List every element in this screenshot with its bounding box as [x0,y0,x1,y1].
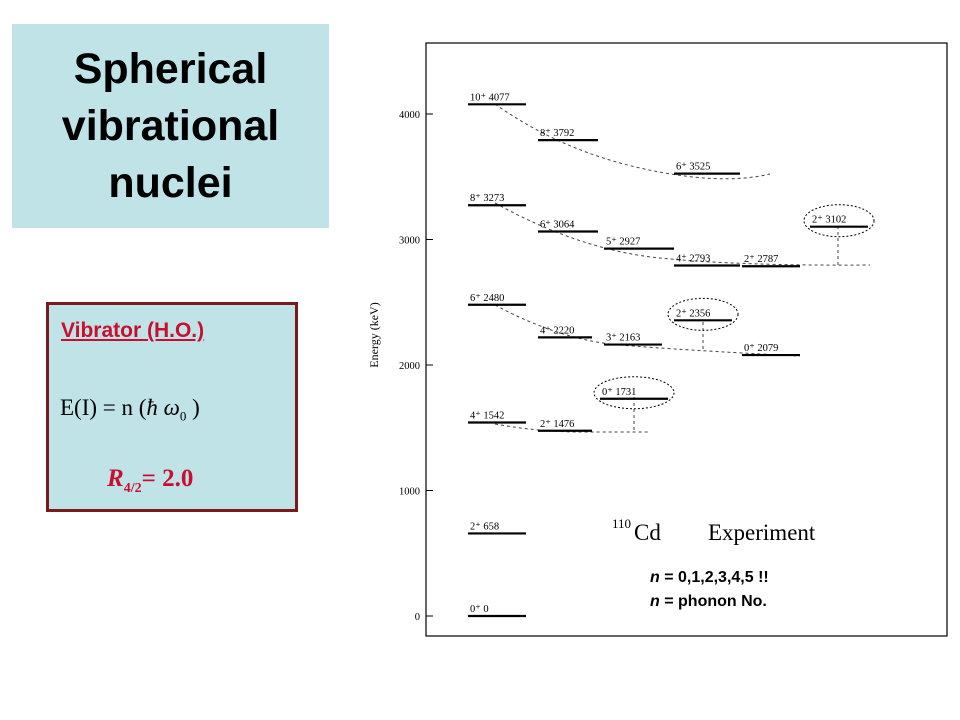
level-label: 8⁺ 3792 [540,128,574,139]
level-label: 0⁺ 2079 [744,343,778,354]
band-curve-10 [494,103,771,180]
band-curve-4 [494,423,650,433]
note-1-var: n [650,569,660,586]
title-line-3: nuclei [108,158,233,207]
formula-lhs: E(I) = n ( [60,395,147,420]
note-2-var: n [650,593,660,610]
y-tick-label: 1000 [399,487,420,498]
y-axis-title: Energy (keV) [367,302,381,367]
level-label: 2⁺ 2787 [744,254,778,265]
element-symbol: Cd [634,520,661,545]
title-box: Spherical vibrational nuclei [12,24,329,228]
level-label: 2⁺ 658 [470,521,499,532]
vibrator-box: Vibrator (H.O.) E(I) = n (ħ ω0 ) R4/2= 2… [46,302,298,512]
omega-subscript: 0 [179,408,187,424]
note-2-text: = phonon No. [659,593,767,610]
level-label: 4⁺ 1542 [470,410,504,421]
title-line-2: vibrational [61,101,280,150]
level-label: 8⁺ 3273 [470,193,504,204]
level-label: 10⁺ 4077 [470,92,510,103]
title-line-1: Spherical [73,44,268,93]
note-1-text: = 0,1,2,3,4,5 !! [659,569,769,586]
energy-formula: E(I) = n (ħ ω0 ) [60,395,200,425]
formula-close: ) [192,395,200,420]
level-label: 2⁺ 3102 [812,215,846,226]
ratio-r42: R4/2= 2.0 [107,465,193,497]
mass-number: 110 [612,516,631,531]
y-axis: 0 1000 2000 3000 4000 [399,110,433,623]
omega-symbol: ω [163,395,180,420]
band-curves [494,103,871,433]
y-tick-label: 3000 [399,236,420,247]
level-label: 0⁺ 1731 [602,387,636,398]
level-label: 6⁺ 3525 [676,162,710,173]
hbar-symbol: ħ [146,395,158,420]
level-label: 6⁺ 2480 [470,293,504,304]
band-curve-8 [494,202,871,266]
level-label: 4⁺ 2220 [540,325,574,336]
y-tick-label: 4000 [399,110,420,121]
vibrator-heading: Vibrator (H.O.) [61,319,205,342]
level-label: 4⁺ 2793 [676,253,710,264]
level-label: 3⁺ 2163 [606,333,640,344]
level-label: 2⁺ 2356 [676,308,710,319]
plot-frame [425,42,948,637]
note-line-2: n = phonon No. [650,593,767,611]
level-lines: 0⁺ 0 2⁺ 658 4⁺ 1542 2⁺ 1476 0⁺ 1731 6⁺ 2480 4⁺… [468,92,875,618]
slide-title: Spherical vibrational nuclei [62,41,279,212]
y-tick-label: 2000 [399,361,420,372]
level-label: 2⁺ 1476 [540,419,574,430]
ratio-value: = 2.0 [141,465,194,492]
note-line-1: n = 0,1,2,3,4,5 !! [650,569,769,587]
circled-level-marker [593,376,675,410]
ratio-subscript: 4/2 [123,481,142,496]
level-label: 0⁺ 0 [470,604,489,615]
caption-experiment: Experiment [708,520,816,545]
ratio-symbol: R [107,465,124,492]
level-label: 5⁺ 2927 [606,237,640,248]
level-label: 6⁺ 3064 [540,219,575,230]
y-tick-label: 0 [415,612,420,623]
circled-level-marker [803,204,875,238]
circled-level-marker [667,297,739,331]
nucleus-caption: 110 Cd Experiment [612,516,816,545]
